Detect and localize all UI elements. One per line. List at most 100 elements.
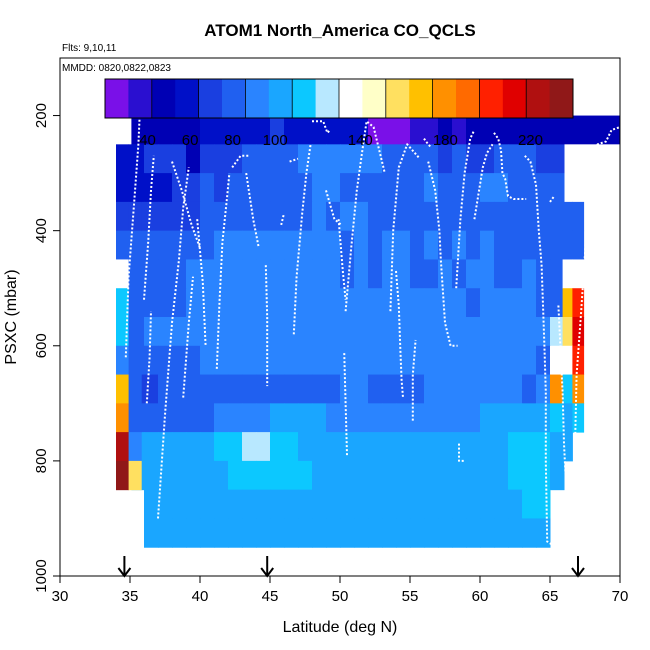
heatmap-cell (550, 432, 565, 462)
y-tick-label: 1000 (33, 559, 50, 592)
heatmap-cell (466, 460, 481, 491)
flight-track (124, 111, 150, 358)
heatmap-cell (340, 345, 355, 376)
heatmap-cell (466, 144, 481, 174)
heatmap-cell (562, 230, 573, 260)
heatmap-cell (298, 173, 313, 203)
flight-track (196, 219, 207, 346)
heatmap-cell (424, 259, 439, 289)
flight-track (215, 173, 231, 369)
heatmap-cell (144, 432, 159, 462)
heatmap-cell (298, 518, 313, 548)
heatmap-cell (298, 432, 313, 462)
colorbar-swatch (105, 79, 129, 118)
heatmap-cell (438, 374, 453, 404)
heatmap-cell (242, 518, 257, 548)
heatmap-cell (326, 374, 341, 404)
heatmap-cell (186, 144, 201, 174)
heatmap-cell (368, 201, 383, 232)
heatmap-cell (116, 259, 130, 289)
heatmap-cell (410, 230, 425, 260)
heatmap-cell (186, 518, 201, 548)
heatmap-cell (116, 403, 130, 433)
heatmap-cell (368, 288, 383, 318)
heatmap-cell (452, 201, 467, 232)
heatmap-cell (200, 460, 215, 491)
colorbar-swatch (222, 79, 246, 118)
heatmap-cell (410, 115, 425, 145)
heatmap-cell (522, 374, 537, 404)
heatmap-cell (494, 518, 509, 548)
heatmap-cell (144, 345, 159, 376)
dates-note: MMDD: 0820,0822,0823 (62, 63, 171, 74)
heatmap-cell (144, 460, 159, 491)
colorbar-tick-label: 220 (518, 132, 543, 149)
heatmap-cell (284, 115, 299, 145)
heatmap-cell (298, 403, 313, 433)
heatmap-cell (424, 230, 439, 260)
heatmap-cell (480, 403, 495, 433)
heatmap-cell (562, 259, 573, 289)
heatmap-cell (116, 345, 130, 376)
heatmap-cell (572, 403, 585, 433)
heatmap-cell (494, 374, 509, 404)
heatmap-cell (270, 317, 285, 347)
heatmap-cell (144, 518, 159, 548)
heatmap-cell (480, 288, 495, 318)
heatmap-cell (508, 230, 523, 260)
heatmap-cell (562, 374, 573, 404)
heatmap-cell (480, 345, 495, 376)
y-tick-label: 400 (33, 218, 50, 243)
heatmap-cell (410, 317, 425, 347)
heatmap-cell (410, 173, 425, 203)
heatmap-cell (242, 460, 257, 491)
flight-track (182, 276, 194, 398)
heatmap-cell (396, 317, 411, 347)
heatmap-cell (396, 259, 411, 289)
heatmap-cell (284, 173, 299, 203)
heatmap-cell (410, 460, 425, 491)
heatmap-cell (410, 489, 425, 519)
heatmap-cell (438, 403, 453, 433)
heatmap-cell (172, 432, 187, 462)
heatmap-cell (214, 288, 229, 318)
heatmap-cell (382, 173, 397, 203)
heatmap-cell (438, 115, 453, 145)
heatmap-cell (536, 460, 551, 491)
heatmap-cell (158, 259, 173, 289)
heatmap-cell (326, 518, 341, 548)
heatmap-cell (494, 259, 509, 289)
heatmap-cell (158, 317, 173, 347)
heatmap-cell (270, 173, 285, 203)
heatmap-cell (270, 288, 285, 318)
heatmap-cell (508, 345, 523, 376)
heatmap-cell (312, 403, 327, 433)
heatmap-cell (494, 489, 509, 519)
heatmap-cell (214, 432, 229, 462)
heatmap-cell (158, 460, 173, 491)
heatmap-cell (298, 230, 313, 260)
colorbar-tick-label: 180 (433, 132, 458, 149)
heatmap-cell (298, 144, 313, 174)
heatmap-cell (396, 115, 411, 145)
heatmap-cell (340, 230, 355, 260)
heatmap-cell (550, 230, 565, 260)
heatmap-cell (312, 144, 327, 174)
x-tick-label: 50 (332, 588, 349, 605)
x-tick-label: 40 (192, 588, 209, 605)
heatmap-cell (438, 288, 453, 318)
colorbar-tick-label: 40 (139, 132, 156, 149)
heatmap-cell (270, 259, 285, 289)
flight-track (143, 155, 155, 300)
heatmap-cell (158, 374, 173, 404)
heatmap-cell (438, 345, 453, 376)
heatmap-cell (550, 317, 565, 347)
heatmap-cell (256, 144, 271, 174)
heatmap-cell (396, 144, 411, 174)
colorbar-swatch (409, 79, 433, 118)
flight-track (524, 155, 552, 546)
heatmap-cell (438, 144, 453, 174)
heatmap-cell (256, 288, 271, 318)
heatmap-cell (452, 374, 467, 404)
heatmap-cell (270, 518, 285, 548)
